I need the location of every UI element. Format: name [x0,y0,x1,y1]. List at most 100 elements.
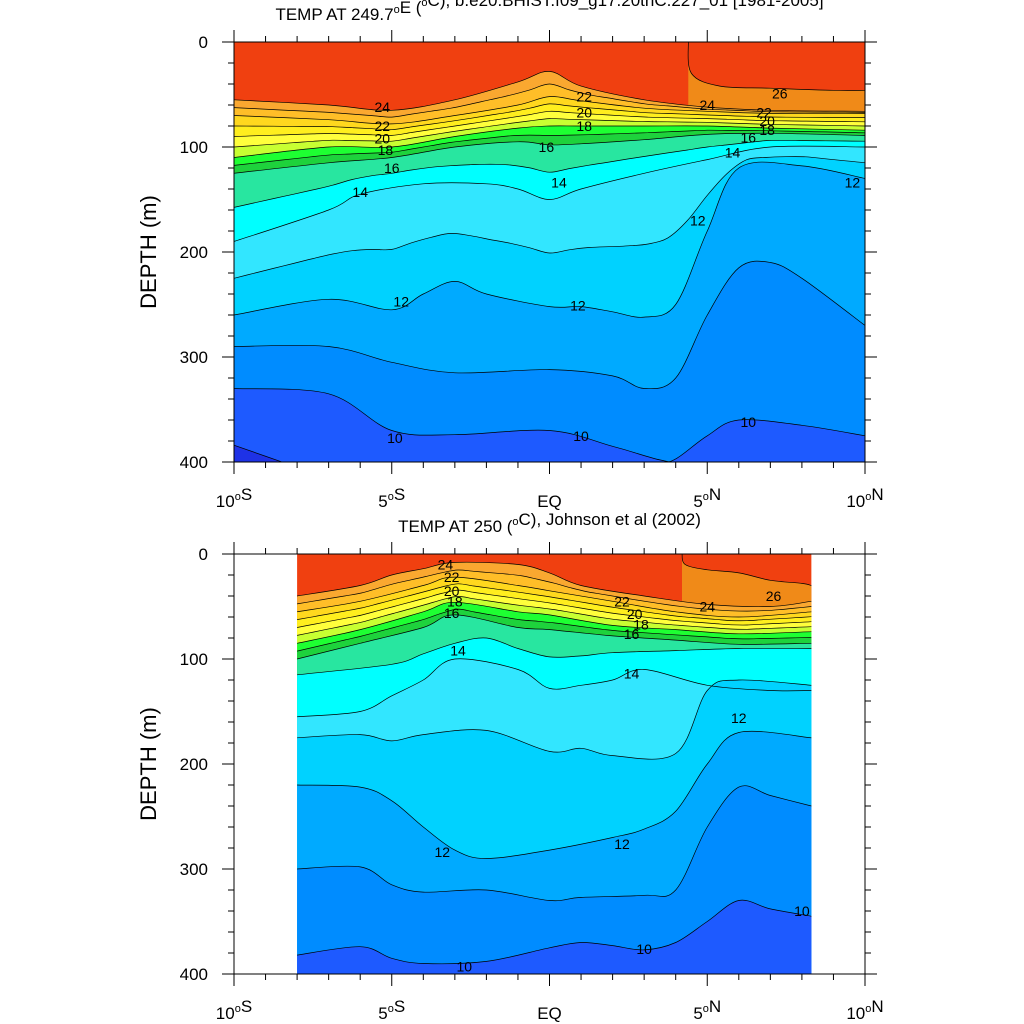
contour-label: 24 [438,557,454,573]
contour-label: 14 [352,184,368,200]
contour-label: 18 [576,118,592,134]
contour-label: 16 [384,160,400,176]
contour-label: 16 [740,130,756,146]
contour-label: 12 [570,298,586,314]
y-tick-label: 100 [180,650,208,669]
contour-label: 10 [740,414,756,430]
x-tick-label: 5oS [378,997,405,1023]
temperature-band [297,785,812,974]
y-tick-label: 0 [199,33,208,52]
x-tick-label: 10oS [216,997,252,1023]
contour-label: 10 [573,428,589,444]
isotherm-line [234,145,865,242]
y-tick-label: 100 [180,138,208,157]
contour-label: 12 [393,293,409,309]
isotherm-line [297,589,812,628]
y-tick-label: 0 [199,545,208,564]
x-tick-label: 10oN [846,997,883,1023]
contour-label: 14 [624,666,640,682]
contour-label: 12 [731,710,747,726]
x-tick-label: 10oS [216,485,252,511]
isotherm-line [234,96,865,125]
bottom-panel-observations: 2422201816141412121210101022201816242601… [136,510,884,1023]
temperature-band [234,388,865,462]
contour-label: 18 [447,593,463,609]
contour-label: 24 [374,99,390,115]
isotherm-line [297,561,812,607]
y-tick-label: 400 [180,453,208,472]
top-panel-model: 2422201816141210222018161412102426222018… [136,0,884,511]
isotherm-line [297,596,812,636]
isotherm-line [234,125,865,158]
contour-label: 10 [794,903,810,919]
contour-field [297,554,812,974]
y-axis: 0 100 200 300 400 [180,33,877,472]
isotherm-line [297,569,812,612]
contour-label: 18 [378,142,394,158]
isotherm-line [234,132,865,174]
contour-label: 22 [374,118,390,134]
x-axis: 10oS 5oS EQ 5oN 10oN [216,542,884,1023]
contour-label: 14 [725,144,741,160]
isotherm-line [234,139,865,208]
isotherm-line [297,601,812,644]
contour-label: 22 [756,104,772,120]
isotherm-line [297,730,812,859]
isotherm-line [234,388,865,462]
contour-label: 10 [636,941,652,957]
x-axis: 10oS 5oS EQ 5oN 10oN [216,30,884,511]
contour-label: 20 [759,113,775,129]
isotherm-line [234,444,284,462]
contour-label: 16 [624,626,640,642]
isotherm-line [297,583,812,622]
isotherm-line [234,103,865,131]
contour-label: 12 [845,175,861,191]
contour-label: 12 [614,836,630,852]
contour-label: 18 [633,616,649,632]
contour-label: 20 [627,606,643,622]
contour-label: 14 [450,643,466,659]
y-axis-label: DEPTH (m) [136,195,161,309]
contour-label: 26 [772,85,788,101]
contour-label: 18 [759,122,775,138]
isotherm-line [234,83,865,118]
contour-label: 10 [457,959,473,975]
contour-label: 26 [766,588,782,604]
contour-label: 12 [434,844,450,860]
isotherm-line [297,899,812,965]
contour-label: 24 [699,97,715,113]
x-tick-label: 5oN [693,997,721,1023]
contour-label: 12 [690,213,706,229]
temperature-band [297,900,812,974]
isotherm-line [297,637,812,676]
isotherm-line [234,118,865,148]
isotherm-line [234,156,865,279]
contour-label: 24 [699,599,715,615]
contour-field [234,42,865,462]
x-tick-label: EQ [537,1004,562,1023]
contour-label: 16 [539,139,555,155]
x-tick-label: 5oS [378,485,405,511]
contour-label: 14 [551,175,567,191]
x-tick-label: 10oN [846,485,883,511]
isotherm-line [687,42,865,91]
isotherm-line [234,260,865,390]
y-tick-label: 200 [180,243,208,262]
chart-title: TEMP AT 250 (oC), Johnson et al (2002) [398,510,701,536]
contour-label: 10 [387,430,403,446]
isotherm-line [681,554,812,586]
isotherm-line [234,71,865,112]
isotherm-line [297,614,812,660]
contour-label: 20 [576,104,592,120]
y-tick-label: 300 [180,348,208,367]
contour-label: 16 [444,605,460,621]
contour-label: 20 [374,131,390,147]
contour-label: 20 [444,583,460,599]
isotherm-line [297,658,812,718]
y-tick-label: 400 [180,965,208,984]
contour-label: 22 [444,569,460,585]
isotherm-line [297,576,812,618]
chart-title: TEMP AT 249.7oE (oC), b.e20.BHIST.f09_g1… [275,0,823,24]
temperature-band [234,445,282,462]
